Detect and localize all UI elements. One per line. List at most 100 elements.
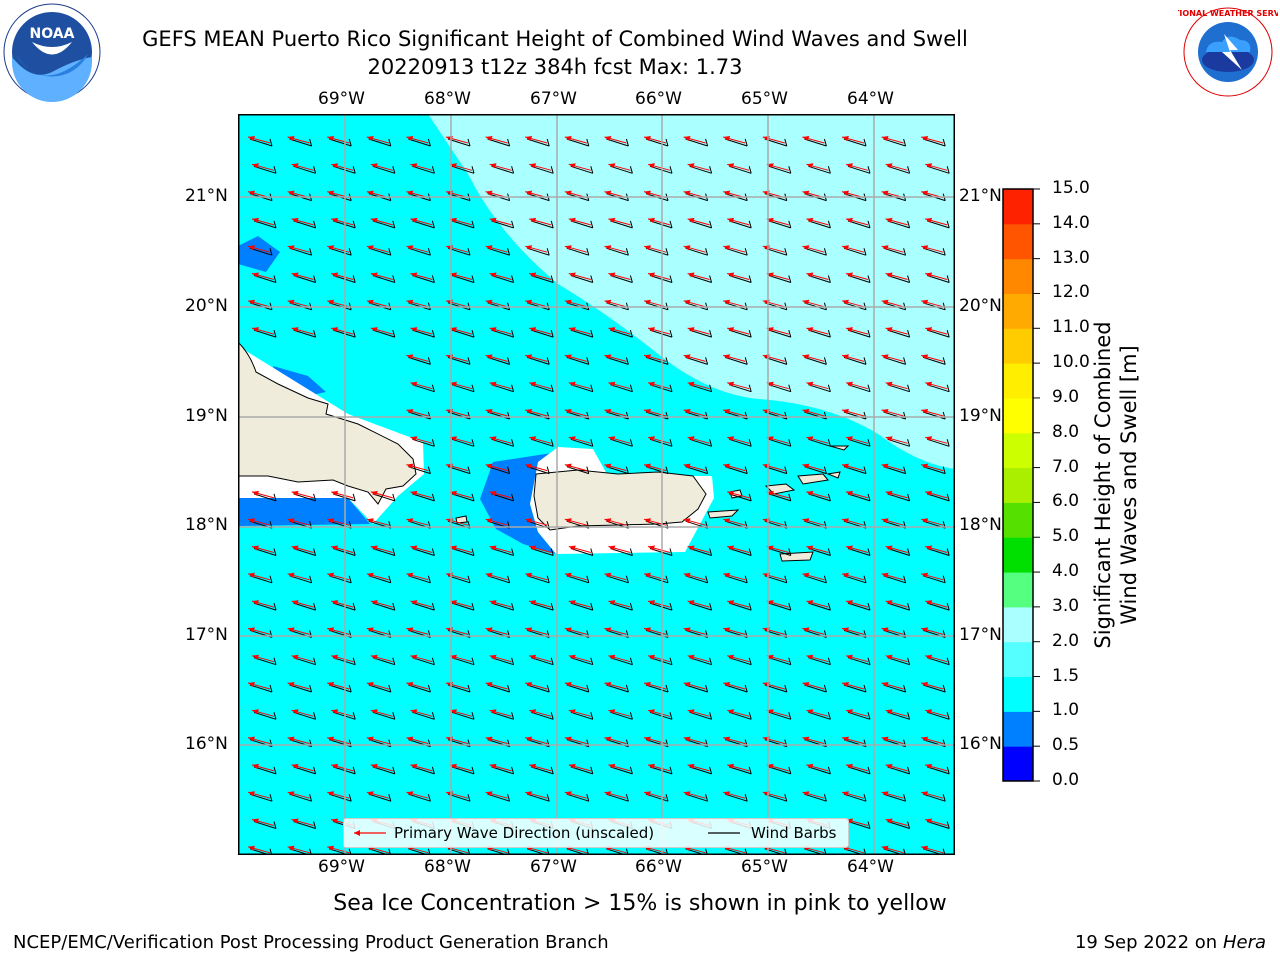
wave-arrow-head	[366, 572, 374, 578]
wind-barb-flag	[665, 138, 669, 147]
wave-arrow-head	[366, 736, 374, 742]
wind-barb	[412, 329, 435, 338]
wind-barb-flag	[388, 794, 392, 802]
wave-arrow-head	[370, 490, 378, 496]
wave-arrow-head	[410, 490, 418, 496]
wave-arrow-head	[921, 463, 929, 469]
wave-arrow-head	[564, 190, 572, 196]
wind-barb	[487, 411, 510, 420]
wind-barb-flag	[431, 275, 435, 283]
wave-arrow-head	[806, 654, 814, 660]
wind-barb-flag	[629, 766, 633, 775]
wave-arrow-head	[525, 463, 533, 469]
wind-barb	[527, 138, 550, 147]
wind-barb-flag	[665, 248, 669, 256]
wave-arrow-head	[608, 217, 616, 223]
wind-barb	[368, 684, 391, 693]
wind-barb	[451, 275, 475, 283]
wave-arrow-head	[687, 436, 695, 442]
wave-arrow-head	[683, 572, 691, 578]
colorbar-segment	[1003, 293, 1033, 329]
wind-barb-flag	[748, 712, 752, 720]
wind-barb	[808, 657, 831, 666]
wind-barb-flag	[903, 411, 907, 420]
wind-barb-flag	[471, 329, 475, 338]
wind-barb-flag	[823, 794, 827, 802]
wind-barb-flag	[348, 138, 352, 147]
wind-barb	[887, 766, 910, 775]
wave-arrow-head	[648, 217, 655, 223]
colorbar-segment	[1003, 432, 1033, 469]
wave-arrow-head	[925, 763, 933, 769]
wave-arrow-head	[925, 163, 933, 169]
wind-barb-flag	[348, 575, 352, 583]
wind-barb	[649, 711, 673, 720]
wave-arrow-head	[846, 654, 853, 660]
wind-barb	[768, 657, 791, 666]
lat-tick-right: 17°N	[959, 625, 1002, 645]
wave-arrow-head	[723, 736, 731, 742]
wave-arrow-head	[406, 299, 414, 305]
wave-arrow-head	[723, 518, 731, 524]
wind-barb-flag	[273, 166, 277, 174]
wave-arrow-head	[525, 409, 533, 414]
wind-barb	[570, 384, 593, 393]
graticule	[238, 114, 955, 855]
wind-barb-flag	[388, 684, 392, 693]
wave-arrow-head	[925, 709, 933, 715]
wind-barb-flag	[431, 329, 435, 338]
wave-arrow-head	[608, 545, 616, 551]
wind-barb	[293, 165, 316, 174]
wind-barb	[333, 220, 356, 229]
wave-arrow-head	[723, 682, 731, 687]
wind-barb-flag	[942, 575, 946, 583]
wind-barb	[289, 138, 312, 147]
wind-barb-flag	[669, 275, 673, 283]
wind-barb	[412, 384, 435, 393]
wind-barb-flag	[471, 602, 475, 611]
wind-barb	[249, 684, 273, 693]
lon-tick-top: 69°W	[318, 89, 365, 109]
wave-arrow-head	[525, 791, 533, 797]
footer-branch: NCEP/EMC/Verification Post Processing Pr…	[13, 932, 609, 953]
wave-arrow-head	[806, 709, 814, 715]
wave-arrow-head	[608, 163, 616, 169]
wind-barb-flag	[546, 138, 550, 147]
wave-arrow-head	[608, 600, 616, 606]
wind-barb-flag	[946, 602, 950, 611]
wind-barb-flag	[744, 794, 748, 802]
wind-barb	[293, 766, 316, 775]
wave-arrow-head	[529, 709, 537, 715]
wind-barb-flag	[427, 411, 431, 420]
wind-barb	[689, 766, 712, 775]
wind-barb-flag	[352, 548, 356, 556]
wave-arrow-head	[806, 217, 814, 223]
wind-barb	[887, 821, 910, 829]
wave-arrow-head	[485, 136, 493, 141]
wind-barb	[491, 766, 514, 775]
wind-barb-flag	[507, 248, 511, 256]
wind-barb-flag	[788, 384, 792, 392]
wind-barb	[451, 657, 475, 666]
wind-barb	[923, 138, 946, 147]
wave-arrow-head	[252, 654, 259, 660]
wind-barb-flag	[629, 712, 633, 720]
wind-barb	[927, 602, 950, 611]
wave-arrow-head	[366, 791, 374, 797]
footer-host: Hera	[1222, 932, 1266, 953]
wind-barb-flag	[669, 766, 673, 775]
wave-arrow-head	[327, 518, 335, 524]
wind-barb-flag	[550, 712, 554, 720]
wind-barb	[685, 356, 708, 365]
wave-arrow-head	[921, 736, 929, 742]
wind-barb	[333, 602, 356, 611]
wave-arrow-head	[802, 682, 810, 687]
wind-barb	[293, 220, 316, 229]
wind-barb	[491, 711, 514, 720]
wave-arrow-head	[921, 791, 929, 797]
wave-arrow-head	[525, 245, 533, 251]
wind-barb	[293, 275, 316, 283]
wind-barb-flag	[942, 411, 946, 420]
colorbar-tick-label: 11.0	[1052, 317, 1090, 338]
wave-arrow-head	[366, 299, 374, 305]
